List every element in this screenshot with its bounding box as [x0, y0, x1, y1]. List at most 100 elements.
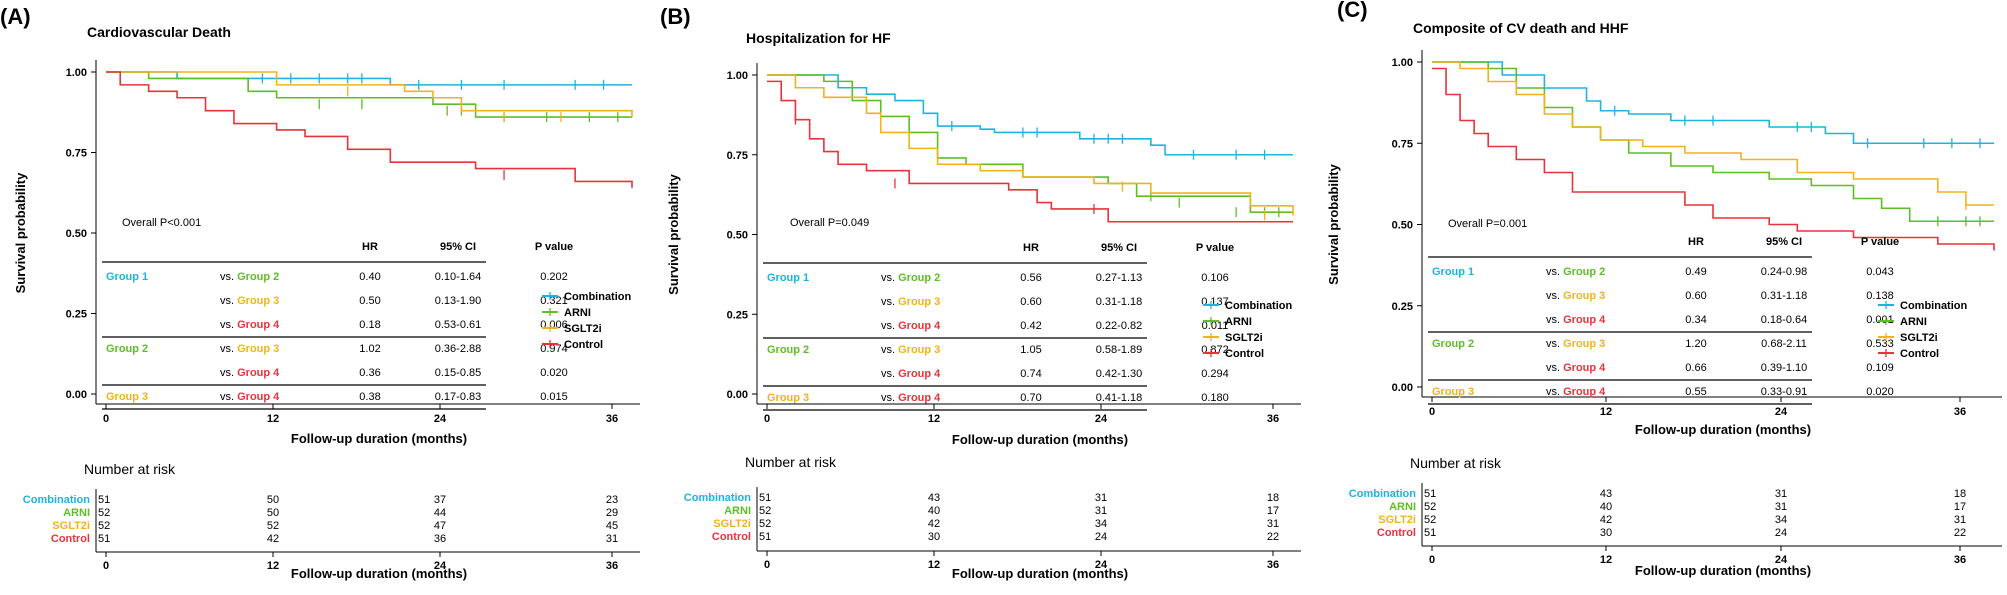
table-group-label: Group 2	[106, 343, 148, 355]
x-tick-label: 0	[103, 413, 109, 425]
x-axis-label: Follow-up duration (months)	[952, 432, 1128, 447]
panel-label: (B)	[660, 4, 691, 29]
table-header-p: P value	[1861, 236, 1899, 248]
table-hr-value: 0.38	[359, 391, 380, 403]
panel-label: (A)	[0, 4, 31, 29]
risk-number: 40	[1600, 501, 1612, 513]
risk-number: 22	[1267, 531, 1279, 543]
table-ci-value: 0.31-1.18	[1761, 290, 1807, 302]
y-tick-label: 0.25	[1392, 301, 1413, 313]
risk-number: 22	[1954, 527, 1966, 539]
km-curve-control	[767, 80, 1293, 223]
legend-label: Control	[564, 339, 603, 351]
table-hr-value: 0.60	[1685, 290, 1706, 302]
table-hr-value: 0.34	[1685, 314, 1706, 326]
legend-label: Combination	[1900, 300, 1967, 312]
legend-label: ARNI	[1900, 316, 1927, 328]
table-hr-value: 0.60	[1020, 296, 1041, 308]
risk-number: 17	[1954, 501, 1966, 513]
table-p-value: 0.294	[1201, 368, 1229, 380]
risk-x-tick-label: 36	[606, 560, 618, 572]
km-curve-arni	[106, 71, 632, 118]
table-group-label: Group 3	[1432, 386, 1474, 398]
risk-number: 50	[267, 507, 279, 519]
km-curve-sglt2i	[767, 74, 1294, 216]
table-hr-value: 1.20	[1685, 338, 1706, 350]
risk-number: 50	[267, 494, 279, 506]
table-hr-value: 0.18	[359, 319, 380, 331]
risk-row-label: ARNI	[1389, 501, 1416, 513]
risk-table-title: Number at risk	[84, 461, 176, 477]
table-p-value: 0.180	[1201, 392, 1229, 404]
risk-number: 43	[1600, 488, 1612, 500]
legend-label: ARNI	[564, 307, 591, 319]
table-p-value: 0.533	[1866, 338, 1894, 350]
table-p-value: 0.020	[1866, 386, 1894, 398]
table-header-hr: HR	[362, 241, 378, 253]
table-group-label: Group 3	[106, 391, 148, 403]
legend-label: Control	[1900, 348, 1939, 360]
risk-x-axis-label: Follow-up duration (months)	[291, 566, 467, 581]
table-hr-value: 1.05	[1020, 344, 1041, 356]
y-axis-label: Survival probability	[1326, 163, 1341, 284]
km-curve-sglt2i	[1432, 61, 1994, 206]
risk-x-tick-label: 24	[1775, 554, 1788, 566]
table-header-ci: 95% CI	[1766, 236, 1802, 248]
risk-row-label: ARNI	[724, 505, 751, 517]
table-comparison: vs. Group 4	[881, 368, 941, 380]
legend-label: SGLT2i	[564, 323, 602, 335]
table-p-value: 0.202	[540, 271, 568, 283]
km-curve-control	[1432, 67, 1995, 251]
risk-row-label: Combination	[1349, 488, 1416, 500]
risk-number: 51	[98, 494, 110, 506]
table-ci-value: 0.36-2.88	[435, 343, 481, 355]
table-ci-value: 0.10-1.64	[435, 271, 481, 283]
risk-number: 34	[1095, 518, 1107, 530]
y-axis-label: Survival probability	[13, 172, 28, 293]
risk-number: 29	[606, 507, 618, 519]
risk-number: 18	[1954, 488, 1966, 500]
y-tick-label: 1.00	[66, 67, 87, 79]
y-tick-label: 0.25	[66, 309, 87, 321]
chart-title: Composite of CV death and HHF	[1413, 20, 1629, 36]
x-axis-label: Follow-up duration (months)	[1635, 422, 1811, 437]
y-tick-label: 0.00	[1392, 382, 1413, 394]
risk-number: 52	[759, 505, 771, 517]
x-tick-label: 12	[267, 413, 279, 425]
risk-number: 42	[1600, 514, 1612, 526]
panel-3: (C) Composite of CV death and HHF 0.00 0.25…	[1326, 0, 2002, 578]
y-tick-label: 1.00	[1392, 57, 1413, 69]
y-tick-label: 0.50	[1392, 220, 1413, 232]
table-ci-value: 0.33-0.91	[1761, 386, 1807, 398]
risk-row-label: SGLT2i	[1378, 514, 1416, 526]
risk-x-tick-label: 24	[434, 560, 447, 572]
table-group-label: Group 1	[767, 272, 809, 284]
risk-number: 42	[928, 518, 940, 530]
table-hr-value: 0.50	[359, 295, 380, 307]
y-tick-label: 0.75	[66, 148, 87, 160]
x-tick-label: 36	[1954, 406, 1966, 418]
table-ci-value: 0.22-0.82	[1096, 320, 1142, 332]
table-ci-value: 0.27-1.13	[1096, 272, 1142, 284]
risk-number: 52	[759, 518, 771, 530]
risk-table-title: Number at risk	[1410, 455, 1502, 471]
x-tick-label: 12	[1600, 406, 1612, 418]
risk-number: 23	[606, 494, 618, 506]
risk-number: 34	[1775, 514, 1787, 526]
table-group-label: Group 2	[1432, 338, 1474, 350]
x-tick-label: 24	[1095, 413, 1108, 425]
table-p-value: 0.043	[1866, 266, 1894, 278]
risk-number: 40	[928, 505, 940, 517]
risk-number: 51	[759, 531, 771, 543]
risk-row-label: Combination	[23, 494, 90, 506]
x-tick-label: 36	[1267, 413, 1279, 425]
overall-p-value: Overall P<0.001	[122, 217, 201, 229]
table-p-value: 0.011	[1202, 320, 1229, 332]
table-group-label: Group 2	[767, 344, 809, 356]
table-p-value: 0.020	[540, 367, 568, 379]
risk-number: 51	[1424, 488, 1436, 500]
x-tick-label: 0	[1429, 406, 1435, 418]
table-ci-value: 0.41-1.18	[1096, 392, 1142, 404]
risk-number: 30	[1600, 527, 1612, 539]
